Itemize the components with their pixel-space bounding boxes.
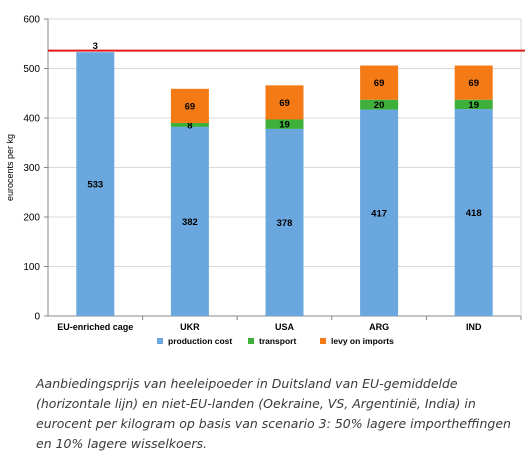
- legend-label: production cost: [168, 336, 232, 346]
- data-label: 533: [87, 180, 103, 191]
- y-tick-label: 0: [34, 312, 40, 323]
- y-tick-label: 100: [23, 262, 40, 273]
- legend-swatch: [248, 338, 254, 344]
- bar-production-cost: [170, 126, 209, 316]
- x-tick-label: EU-enriched cage: [57, 322, 133, 332]
- bar-transport: [360, 99, 399, 110]
- x-tick-label: UKR: [180, 322, 200, 332]
- bar-levy-on-imports: [454, 65, 493, 100]
- bar-production-cost: [76, 52, 115, 316]
- bar-transport: [454, 99, 493, 110]
- data-label: 418: [466, 208, 482, 219]
- y-tick-label: 300: [23, 163, 40, 174]
- chart: 0 100 200 300 400 500 600 eurocents per kg 533 EU…: [5, 15, 525, 346]
- data-label: 69: [279, 98, 290, 109]
- data-label: 69: [185, 101, 196, 112]
- bar-levy-on-imports: [265, 85, 304, 120]
- bar-transport: [170, 122, 209, 127]
- bar-production-cost: [360, 109, 399, 317]
- data-label: 417: [371, 208, 387, 219]
- x-tick-label: IND: [466, 322, 482, 332]
- figure-caption: Aanbiedingsprijs van heeleipoeder in Dui…: [36, 376, 511, 451]
- bar-levy-on-imports: [170, 88, 209, 123]
- bar-levy-on-imports: [360, 65, 399, 100]
- legend-label: levy on imports: [331, 336, 394, 346]
- bar-transport: [265, 119, 304, 129]
- legend-label: transport: [259, 336, 296, 346]
- data-label: 378: [277, 218, 293, 229]
- data-label: 20: [374, 100, 385, 111]
- y-axis-title: eurocents per kg: [5, 134, 15, 201]
- data-label: 8: [187, 120, 192, 131]
- legend-swatch: [320, 338, 326, 344]
- bar-production-cost: [265, 128, 304, 316]
- data-label: 382: [182, 217, 198, 228]
- x-tick-label: ARG: [369, 322, 389, 332]
- y-tick-label: 600: [23, 15, 40, 26]
- y-tick-label: 200: [23, 213, 40, 224]
- data-label: 19: [468, 100, 479, 111]
- y-tick-label: 500: [23, 64, 40, 75]
- data-label: 69: [374, 78, 385, 89]
- legend-swatch: [157, 338, 163, 344]
- x-tick-label: USA: [275, 322, 295, 332]
- y-tick-label: 400: [23, 114, 40, 125]
- data-label-extra: 3: [93, 41, 98, 52]
- bar-production-cost: [454, 109, 493, 316]
- data-label: 19: [279, 120, 290, 131]
- data-label: 69: [468, 78, 479, 89]
